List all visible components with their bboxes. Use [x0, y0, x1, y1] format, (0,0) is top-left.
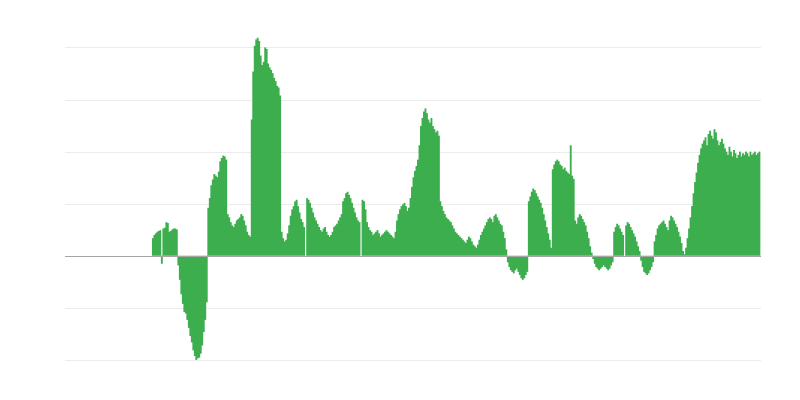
- bars-path: [151, 37, 761, 360]
- grid-line-1: [65, 308, 761, 309]
- zero-line: [65, 256, 761, 257]
- grid-line-0: [65, 360, 761, 361]
- grid-line-4: [65, 152, 761, 153]
- grid-line-6: [65, 47, 761, 48]
- grid-line-5: [65, 100, 761, 101]
